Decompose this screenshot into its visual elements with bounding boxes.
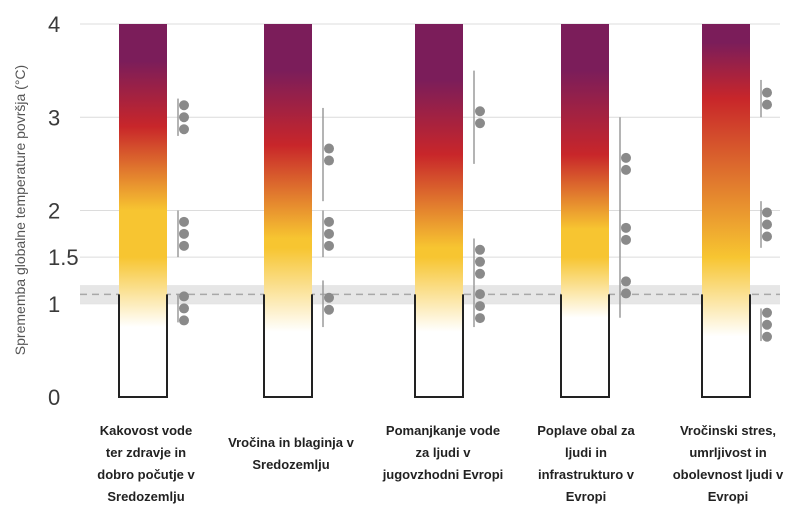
confidence-dot (324, 216, 334, 227)
category-label-line: Evropi (707, 489, 749, 504)
y-tick-label: 1 (48, 292, 60, 317)
risk-bar (415, 24, 463, 397)
risk-bar (561, 24, 609, 397)
confidence-dot (621, 234, 631, 245)
confidence-dot (621, 276, 631, 287)
confidence-dot (621, 164, 631, 175)
category-label-line: umrljivost in (689, 445, 767, 460)
confidence-dot (179, 228, 189, 239)
confidence-dot (762, 87, 772, 98)
confidence-dot (762, 231, 772, 242)
category-label-line: obolevnost ljudi v (672, 467, 784, 482)
confidence-dot (179, 291, 189, 302)
category-label-line: Vročina in blaginja v (228, 435, 354, 450)
confidence-dot (179, 216, 189, 227)
confidence-dot (762, 307, 772, 318)
confidence-dot (475, 289, 485, 300)
confidence-dot (475, 301, 485, 312)
category-label-line: Sredozemlju (252, 457, 330, 472)
category-label-line: Poplave obal za (537, 423, 635, 438)
category-label-line: ljudi in (565, 445, 607, 460)
confidence-dot (324, 143, 334, 154)
risk-bar (119, 24, 167, 397)
confidence-dot (475, 118, 485, 129)
confidence-dot (475, 313, 485, 324)
confidence-dot (179, 315, 189, 326)
confidence-dot (179, 100, 189, 111)
bar-outline (560, 294, 610, 398)
category-label-line: Vročinski stres, (679, 423, 777, 438)
confidence-dot (475, 256, 485, 267)
bar-outline (701, 294, 751, 398)
category-label-line: za ljudi v (415, 445, 471, 460)
confidence-dot (475, 106, 485, 117)
y-tick-label: 0 (48, 385, 60, 410)
category-label-line: Pomanjkanje vode (385, 423, 501, 438)
confidence-dot (324, 240, 334, 251)
confidence-dot (324, 304, 334, 315)
y-axis-label: Sprememba globalne temperature površja (… (12, 65, 28, 355)
category-label: Poplave obal za ljudi in infrastrukturo v E… (511, 420, 661, 508)
chart: 0 1 1.5 2 3 4 Sprememba globalne temperature … (12, 12, 780, 410)
confidence-dot (762, 219, 772, 230)
confidence-dot (475, 244, 485, 255)
confidence-dot (621, 288, 631, 299)
confidence-dot (621, 222, 631, 233)
confidence-dot (621, 152, 631, 163)
category-label-line: Sredozemlju (107, 489, 185, 504)
category-label: Vročinski stres, umrljivost in obolevnost … (653, 420, 789, 508)
confidence-markers (177, 70, 772, 342)
confidence-dot (762, 319, 772, 330)
confidence-dot (324, 155, 334, 166)
confidence-dot (179, 303, 189, 314)
bar-outline (414, 294, 464, 398)
bars (118, 24, 751, 398)
category-label: Pomanjkanje vode za ljudi v jugovzhodni Ev… (368, 420, 518, 486)
confidence-dot (762, 207, 772, 218)
confidence-dot (179, 112, 189, 123)
confidence-dot (475, 268, 485, 279)
confidence-dot (179, 240, 189, 251)
category-label-line: Kakovost vode (99, 423, 193, 438)
category-label-line: infrastrukturo v (537, 467, 635, 482)
y-tick-label: 3 (48, 105, 60, 130)
confidence-dot (179, 124, 189, 135)
risk-bar (702, 24, 750, 397)
y-tick-label: 2 (48, 199, 60, 224)
y-tick-label: 4 (48, 12, 60, 37)
y-tick-labels: 0 1 1.5 2 3 4 (48, 12, 79, 410)
category-label-line: ter zdravje in (105, 445, 187, 460)
category-label-line: Evropi (565, 489, 607, 504)
bar-outline (263, 294, 313, 398)
confidence-dot (762, 331, 772, 342)
category-label-line: jugovzhodni Evropi (382, 467, 504, 482)
y-tick-label: 1.5 (48, 245, 79, 270)
risk-bar (264, 24, 312, 397)
confidence-dot (324, 292, 334, 303)
category-label: Kakovost vode ter zdravje in dobro počutje… (71, 420, 221, 508)
confidence-dot (324, 228, 334, 239)
confidence-dot (762, 99, 772, 110)
category-label: Vročina in blaginja v Sredozemlju (216, 432, 366, 476)
bar-outline (118, 294, 168, 398)
category-label-line: dobro počutje v (97, 467, 195, 482)
